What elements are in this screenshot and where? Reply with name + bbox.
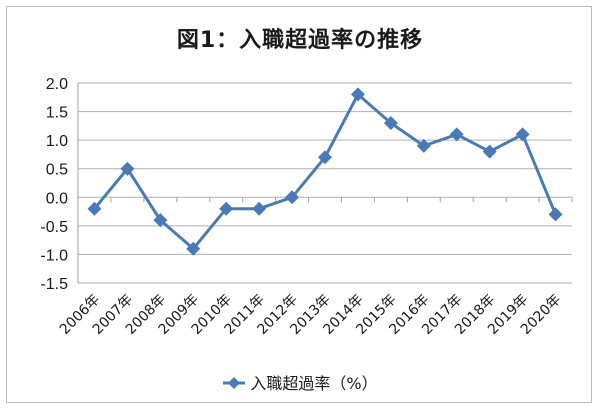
data-point-marker [449,127,464,142]
chart-frame [6,6,592,403]
data-point-marker [515,127,530,142]
y-tick-label: -0.5 [40,219,68,236]
y-tick-label: 0.5 [46,162,68,179]
data-point-marker [350,87,365,102]
y-tick-label: 1.0 [46,133,68,150]
data-point-marker [186,241,201,256]
data-point-marker [285,190,300,205]
y-tick-label: 0.0 [46,190,68,207]
data-point-marker [318,150,332,165]
y-tick-label: -1.0 [40,247,68,264]
chart-title: 図1：入職超過率の推移 [176,28,424,53]
y-tick-label: 1.5 [46,105,68,122]
data-point-marker [153,213,168,228]
diamond-marker-icon [222,375,246,394]
data-point-marker [482,144,497,159]
data-point-marker [416,138,431,153]
legend-label: 入職超過率（%） [250,374,378,393]
y-tick-label: -1.5 [40,276,68,293]
data-point-marker [548,207,563,222]
chart-legend: 入職超過率（%） [0,370,600,394]
data-point-marker [383,116,398,130]
data-point-marker [87,201,102,216]
y-tick-label: 2.0 [46,76,68,93]
data-point-marker [219,201,234,216]
data-point-marker [252,201,267,216]
data-point-marker [120,161,135,176]
